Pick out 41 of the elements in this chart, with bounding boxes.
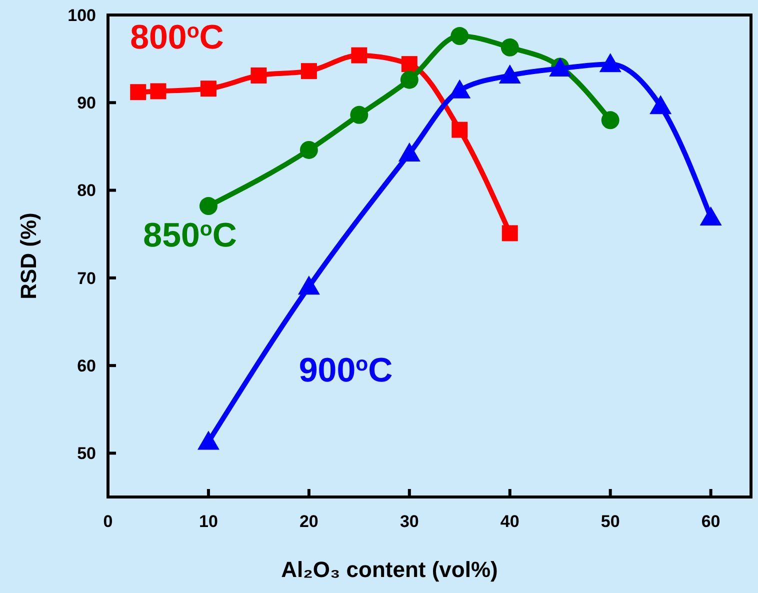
point — [197, 430, 220, 450]
point — [650, 95, 672, 114]
x-axis-title: Al₂O₃ content (vol%) — [281, 557, 498, 582]
series-label: 850$^{o}$C — [143, 216, 237, 254]
x-tick-label: 0 — [103, 512, 113, 531]
y-tick-label: 80 — [77, 181, 96, 200]
point — [300, 140, 318, 159]
y-tick-label: 60 — [77, 356, 96, 376]
point — [500, 38, 519, 56]
y-axis-title: RSD (%) — [16, 212, 41, 300]
series-label: 900$^{o}$C — [298, 351, 393, 390]
point — [498, 64, 521, 84]
y-tick-label: 50 — [77, 444, 96, 464]
point — [298, 276, 320, 295]
series-label: 800$^{o}$C — [130, 18, 224, 56]
x-tick-label: 50 — [600, 512, 620, 531]
point — [599, 53, 622, 72]
point — [250, 67, 267, 84]
point — [150, 83, 166, 100]
y-tick-label: 70 — [77, 268, 96, 288]
x-tick-label: 20 — [299, 512, 318, 531]
y-tick-label: 100 — [68, 6, 96, 25]
y-tick-label: 90 — [77, 94, 96, 113]
x-tick-label: 30 — [400, 512, 419, 531]
point — [400, 70, 418, 89]
point — [130, 84, 146, 100]
point — [401, 56, 418, 72]
point — [450, 27, 469, 46]
point — [300, 63, 317, 80]
point — [601, 111, 620, 130]
x-tick-label: 40 — [500, 512, 520, 531]
point — [398, 142, 420, 162]
point — [452, 122, 468, 138]
point — [502, 225, 518, 242]
x-tick-label: 60 — [701, 512, 720, 531]
point — [200, 80, 216, 97]
point — [700, 206, 722, 226]
point — [351, 47, 368, 64]
x-tick-label: 10 — [199, 512, 218, 531]
point — [199, 197, 218, 216]
point — [350, 106, 368, 124]
